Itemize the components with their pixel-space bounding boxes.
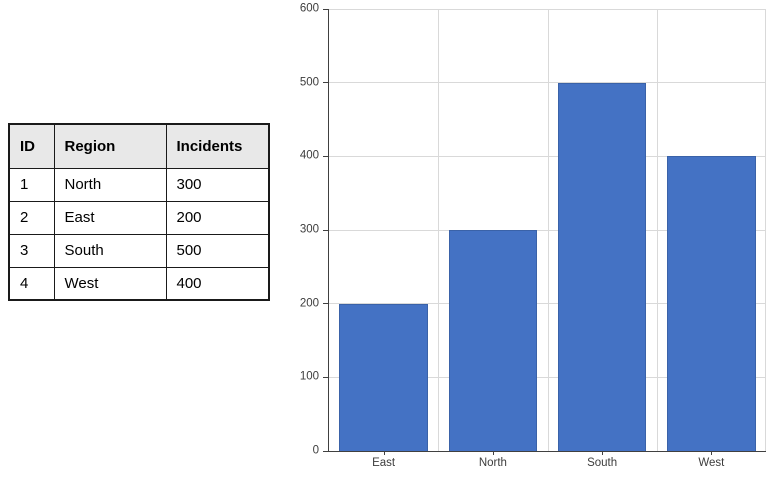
y-axis-tick (323, 155, 328, 157)
x-gridline (547, 9, 549, 451)
cell-incidents: 500 (165, 233, 270, 268)
cell-region: South (53, 233, 167, 268)
bar-south (557, 82, 647, 451)
x-axis-tick (602, 451, 604, 455)
cell-incidents: 400 (165, 266, 270, 301)
cell-region: East (53, 200, 167, 235)
cell-incidents: 200 (165, 200, 270, 235)
cell-region: North (53, 167, 167, 202)
x-gridline (765, 9, 766, 451)
cell-id: 1 (8, 167, 55, 202)
y-tick-label: 300 (299, 223, 319, 236)
y-tick-label: 100 (299, 370, 319, 383)
cell-id: 3 (8, 233, 55, 268)
cell-incidents: 300 (165, 167, 270, 202)
x-axis-tick (383, 451, 385, 455)
bar-west (667, 156, 756, 451)
x-tick-label: West (698, 457, 725, 469)
y-axis-tick (323, 82, 328, 84)
y-axis-tick (323, 376, 328, 378)
table-row: 2 East 200 (8, 200, 270, 235)
header-cell-id: ID (8, 123, 55, 169)
y-tick-label: 0 (312, 444, 319, 457)
table-row: 3 South 500 (8, 233, 270, 268)
table-header-row: ID Region Incidents (8, 123, 270, 169)
x-gridline (656, 9, 658, 451)
x-tick-label: North (478, 457, 507, 469)
cell-region: West (53, 266, 167, 301)
y-axis-tick (323, 450, 328, 452)
y-tick-label: 400 (299, 149, 319, 162)
y-tick-label: 200 (299, 296, 319, 309)
table-row: 1 North 300 (8, 167, 270, 202)
cell-id: 2 (8, 200, 55, 235)
y-axis-tick (323, 229, 328, 231)
table-row: 4 West 400 (8, 266, 270, 301)
y-tick-label: 500 (299, 75, 319, 88)
bar-north (448, 230, 538, 451)
cell-id: 4 (8, 266, 55, 301)
x-axis-tick (711, 451, 713, 455)
incidents-table: ID Region Incidents 1 North 300 2 East 2… (8, 123, 270, 301)
y-axis-tick (323, 303, 328, 305)
x-tick-label: South (587, 457, 618, 469)
x-gridline (438, 9, 440, 451)
y-tick-label: 600 (299, 2, 319, 15)
y-axis-tick (323, 9, 328, 10)
header-cell-region: Region (53, 123, 167, 169)
bar-east (339, 303, 428, 451)
plot-area: 0 100 200 300 400 500 600 East North South West (300, 3, 766, 469)
x-axis-tick (492, 451, 494, 455)
x-tick-label: East (372, 457, 396, 469)
header-cell-incidents: Incidents (165, 123, 270, 169)
